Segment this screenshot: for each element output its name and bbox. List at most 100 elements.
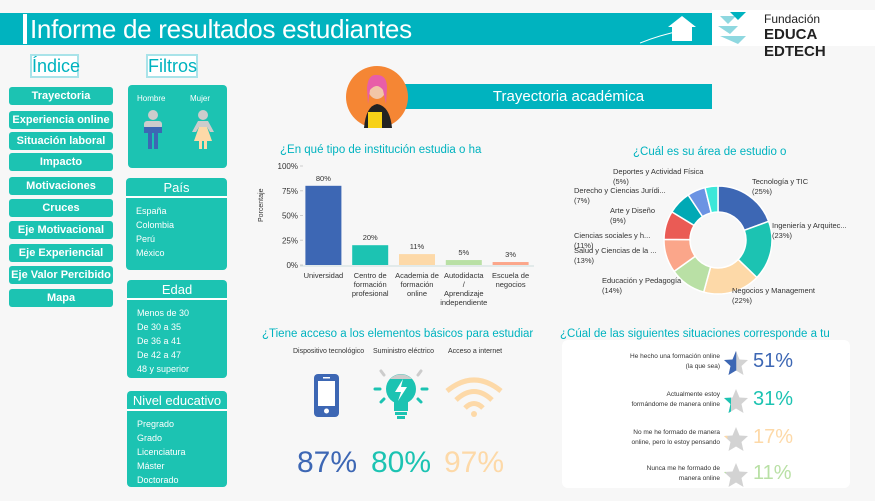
situation-label-line: Nunca me he formado de [646,465,720,472]
age-title: Edad [127,280,227,300]
donut-category-label: Negocios y Management [732,286,816,295]
donut-value-label: (11%) [574,241,594,250]
nav-trayectoria[interactable]: Trayectoria [9,87,113,105]
donut-value-label: (9%) [610,216,626,225]
situation-row: No me he formado de manera online, pero l… [560,426,860,460]
gender-female-label[interactable]: Mujer [190,94,211,103]
situation-value: 31% [753,388,794,410]
header-bar: Informe de resultados estudiantes [0,13,712,45]
nav-situacion-laboral[interactable]: Situación laboral [9,132,113,150]
logo: Fundación EDUCA EDTECH [712,10,875,60]
lightbulb-icon [373,369,429,419]
x-tick-label: Escuela de negocios [492,271,529,289]
access-title: ¿Tiene acceso a los elementos básicos pa… [262,328,534,340]
situation-label: No me he formado de manera online, pero l… [631,428,720,448]
nav-eje-experiencial[interactable]: Eje Experiencial [9,244,113,262]
phone-icon [314,374,339,417]
donut-value-label: (25%) [752,187,773,196]
donut-category-label: Arte y Diseño [610,206,655,215]
situation-value: 17% [753,426,794,448]
logo-line2: EDUCA EDTECH [764,26,826,60]
gender-male-label[interactable]: Hombre [137,94,166,103]
donut-category-label: Derecho y Ciencias Jurídi... [574,186,666,195]
situation-label-line: He hecho una formación online [630,353,720,360]
situation-label-line: (la que sea) [685,363,720,370]
bar-chart-title: ¿En qué tipo de institución estudia o ha [280,144,482,156]
age-option[interactable]: De 36 a 41 [137,336,182,346]
nav-eje-valor-percibido[interactable]: Eje Valor Percibido [9,266,113,284]
nav-motivaciones[interactable]: Motivaciones [9,177,113,195]
age-option[interactable]: Menos de 30 [137,308,190,318]
title-accent [23,14,27,44]
gender-filter: Hombre Mujer [128,85,227,168]
situation-label: Nunca me he formado de manera online [647,464,720,484]
country-option[interactable]: Colombia [136,220,175,230]
situation-label-line: online, pero lo estoy pensando [631,439,720,446]
country-option[interactable]: España [136,206,167,216]
bar-value-label: 5% [458,248,469,257]
female-icon[interactable] [190,110,216,150]
bar [492,262,529,265]
nav-impacto[interactable]: Impacto [9,153,113,171]
study-area-donut-chart: Tecnología y TIC(25%) Ingeniería y Arquit… [574,167,847,305]
situations-list: He hecho una formación online (la que sea… [560,340,860,490]
tab-filters[interactable]: Filtros [146,54,198,78]
student-avatar [346,66,408,128]
donut-value-label: (14%) [602,286,623,295]
nav-experiencia-online[interactable]: Experiencia online [9,111,113,129]
age-option[interactable]: De 30 a 35 [137,322,182,332]
star-icon [724,427,748,451]
male-icon[interactable] [140,110,166,150]
y-tick-label: 50% [282,212,298,221]
x-tick-label: Centro de formación profesional [352,271,389,298]
bar-value-label: 80% [316,174,331,183]
donut-title: ¿Cuál es su área de estudio o [633,146,787,158]
star-icon [724,463,748,487]
wifi-icon [445,377,503,417]
x-tick-label: Academia de formación online [395,271,439,298]
nav-eje-motivacional[interactable]: Eje Motivacional [9,221,113,239]
donut-value-label: (13%) [574,256,595,265]
country-title: País [126,178,227,198]
donut-slice [704,185,719,214]
donut-category-label: Salud y Ciencias de la ... [574,246,657,255]
situation-label-line: formándome de manera online [631,401,720,408]
institution-bar-chart: 0% 25% 50% 75% 100% 80% Universidad 20% Centro d… [278,162,534,307]
tab-index[interactable]: Índice [30,54,81,78]
education-filter: Nivel educativo Pregrado Grado Licenciat… [127,391,227,487]
country-option[interactable]: México [136,248,165,258]
education-option[interactable]: Grado [137,433,163,443]
education-option[interactable]: Doctorado [137,475,179,485]
section-title: Trayectoria académica [405,84,712,109]
access-label: Acceso a internet [448,348,503,355]
situation-label: He hecho una formación online (la que sea… [630,352,720,372]
bar [305,185,342,265]
logo-line1: Fundación [764,12,821,26]
donut-category-label: Tecnología y TIC [752,177,809,186]
country-option[interactable]: Perú [136,234,156,244]
donut-category-label: Educación y Pedagogía [602,276,682,285]
nav-cruces-comparativos[interactable]: Cruces comparativos [9,199,113,232]
y-tick-label: 25% [282,236,298,245]
access-value: 87% [297,446,358,479]
situation-label: Actualmente estoy formándome de manera on… [631,390,720,410]
donut-value-label: (23%) [772,231,793,240]
situation-value: 51% [753,350,794,372]
situations-panel [562,340,850,488]
nav-mapa[interactable]: Mapa [9,289,113,307]
situations-title: ¿Cúal de las siguientes situaciones corr… [560,328,830,340]
situation-row: Actualmente estoy formándome de manera on… [560,388,860,422]
x-tick-label: Universidad [304,271,344,280]
donut-category-label: Ciencias sociales y h... [574,231,650,240]
page-title: Informe de resultados estudiantes [30,14,412,44]
education-option[interactable]: Licenciatura [137,447,186,457]
education-option[interactable]: Máster [137,461,165,471]
age-option[interactable]: 48 y superior [137,364,190,374]
education-option[interactable]: Pregrado [137,419,175,429]
education-title: Nivel educativo [127,391,227,411]
donut-value-label: (22%) [732,296,753,305]
star-icon [724,351,748,375]
age-option[interactable]: De 42 a 47 [137,350,182,360]
donut-value-label: (5%) [613,177,629,186]
home-icon[interactable] [640,13,700,45]
